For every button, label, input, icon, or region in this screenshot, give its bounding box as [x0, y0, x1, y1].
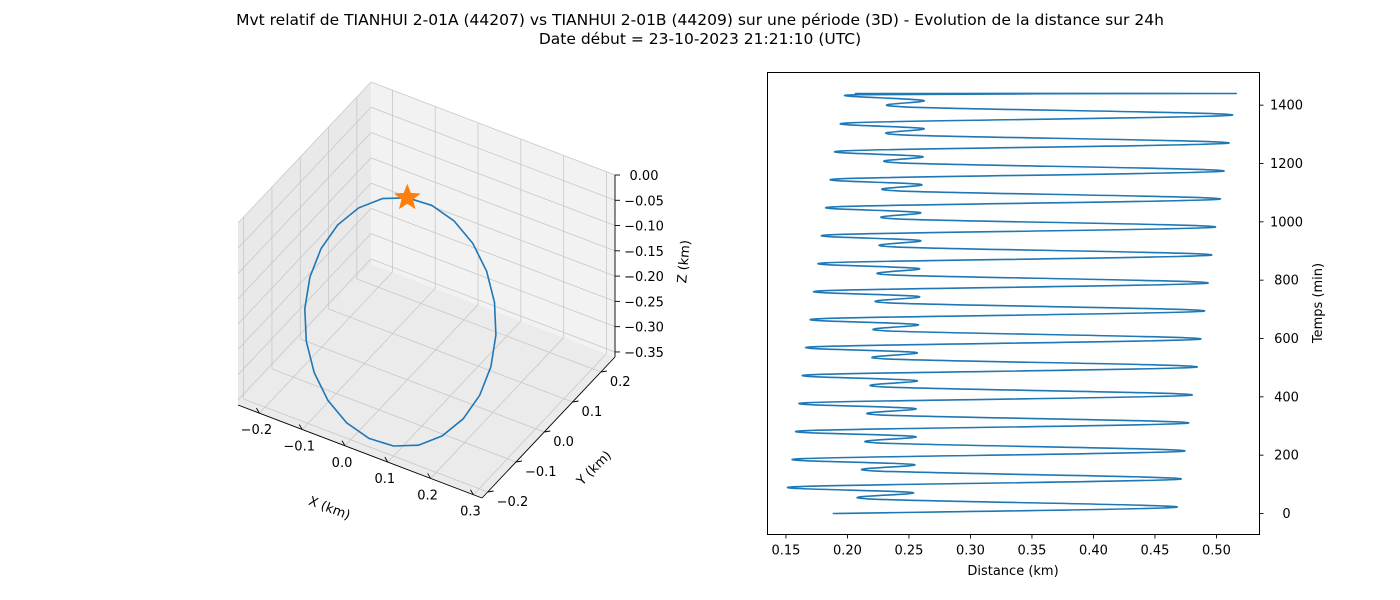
start-marker-star [393, 183, 421, 210]
grid-line-z [237, 258, 372, 401]
y-tick [544, 430, 551, 433]
x-axis-label: X (km) [306, 494, 352, 524]
grid-3d [237, 81, 616, 496]
x-tick [427, 473, 432, 479]
y-axis-line [481, 356, 616, 499]
plot-3d-trajectory: −0.2 −0.1 0.0 0.1 0.2 0.3 −0.2 −0.1 0.0 0.1 0.2 0.0… [237, 81, 694, 524]
x-axis-label-2d: Distance (km) [967, 564, 1058, 579]
grid-line-y [243, 398, 488, 493]
pane-left [238, 82, 371, 405]
x-tick [470, 489, 474, 495]
y-tick-label: −0.2 [497, 495, 529, 510]
x-tick-label: 0.15 [771, 544, 800, 559]
x-tick-label: 0.30 [956, 544, 985, 559]
grid-line-z [237, 182, 372, 325]
grid-line-z [237, 132, 372, 274]
z-tick-label: −0.15 [624, 245, 664, 260]
x-ticks: 0.15 0.20 0.25 0.30 0.35 0.40 0.45 0.50 [771, 534, 1231, 559]
plot-frame [767, 72, 1260, 535]
y-tick [515, 460, 523, 463]
y-tick-label: −0.1 [525, 465, 557, 480]
x-tick-label: −0.1 [283, 439, 315, 454]
pane-back [371, 82, 615, 357]
grid-line-x [387, 320, 522, 463]
x-tick-label: 0.1 [374, 472, 395, 487]
grid-line-z [370, 132, 616, 226]
figure-title: Mvt relatif de TIANHUI 2-01A (44207) vs … [236, 11, 1164, 29]
y-tick-label: 1400 [1270, 99, 1303, 114]
z-tick-label: −0.05 [624, 194, 664, 209]
grid-line-z [370, 258, 616, 353]
x-tick-label: 0.20 [833, 544, 862, 559]
grid-line-y [300, 338, 545, 433]
z-tick-label: −0.25 [624, 295, 664, 310]
x-tick-label: 0.45 [1140, 544, 1169, 559]
grid-line-z [370, 157, 616, 252]
z-tick-label: −0.20 [624, 270, 664, 285]
y-tick-label: 600 [1274, 332, 1299, 347]
grid-line-z [370, 106, 616, 201]
x-tick-label: 0.0 [332, 456, 353, 471]
x-tick-label: −0.2 [241, 423, 273, 438]
grid-line-z [370, 81, 616, 176]
z-tick-label: −0.35 [624, 346, 664, 361]
x-tick-label: 0.35 [1017, 544, 1046, 559]
y-tick-label: 0.2 [610, 375, 631, 390]
x-tick [341, 440, 346, 447]
grid-line-y [271, 368, 517, 463]
x-tick [384, 456, 389, 463]
x-tick-label: 0.50 [1202, 544, 1231, 559]
x-axis-line [237, 404, 483, 499]
grid-line-x [473, 353, 607, 496]
grid-line-x [430, 337, 564, 479]
grid-line-z [237, 233, 372, 375]
z-tick-label: −0.10 [624, 220, 664, 235]
y-tick [600, 370, 607, 373]
grid-line-z [370, 208, 616, 302]
trajectory-line [303, 197, 497, 447]
y-tick-label: 0.1 [582, 405, 603, 420]
figure-subtitle: Date début = 23-10-2023 21:21:10 (UTC) [539, 30, 861, 48]
x-tick-label: 0.3 [460, 505, 481, 520]
y-tick-label: 0.0 [553, 435, 574, 450]
y-tick-label: 0 [1282, 507, 1290, 522]
z-tick-label: −0.30 [624, 321, 664, 336]
ticks-3d: −0.2 −0.1 0.0 0.1 0.2 0.3 −0.2 −0.1 0.0 0.1 0.2 0.0… [241, 169, 664, 520]
pane-group [238, 82, 615, 498]
z-tick-label: 0.00 [630, 169, 659, 184]
grid-line-z [237, 107, 372, 249]
y-tick [487, 490, 494, 493]
y-tick-label: 800 [1274, 274, 1299, 289]
grid-line-x [344, 304, 479, 447]
y-tick [572, 400, 579, 403]
y-tick-label: 1200 [1270, 157, 1303, 172]
grid-line-z [370, 233, 616, 328]
y-tick-label: 200 [1274, 449, 1299, 464]
x-tick-label: 0.2 [417, 488, 438, 503]
z-axis-label: Z (km) [675, 239, 694, 284]
plot-distance-time: 0.15 0.20 0.25 0.30 0.35 0.40 0.45 0.50 0 200 400… [767, 72, 1326, 579]
x-tick [298, 424, 303, 430]
grid-line-z [237, 157, 372, 300]
grid-line-x [301, 288, 436, 430]
pane-floor [238, 264, 615, 498]
x-tick [256, 407, 260, 414]
x-tick-label: 0.40 [1079, 544, 1108, 559]
grid-line-y [328, 308, 573, 403]
grid-line-z [237, 208, 372, 350]
distance-series-line [786, 92, 1237, 515]
grid-line-y [356, 278, 601, 373]
y-tick-label: 1000 [1270, 215, 1303, 230]
x-tick-label: 0.25 [894, 544, 923, 559]
grid-line-x [259, 271, 393, 414]
grid-line-z [237, 81, 372, 224]
y-ticks: 0 200 400 600 800 1000 1200 1400 [1259, 99, 1303, 522]
y-tick-label: 400 [1274, 390, 1299, 405]
y-axis-label-2d: Temps (min) [1311, 263, 1326, 344]
y-axis-label: Y (km) [574, 448, 615, 489]
